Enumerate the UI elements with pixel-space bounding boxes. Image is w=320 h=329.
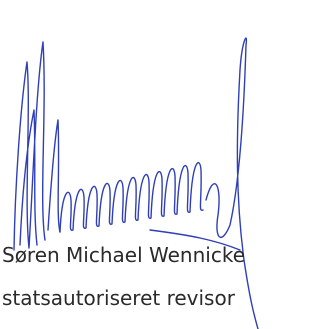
page: Søren Michael Wennicke statsautoriseret … [0,0,306,329]
signer-title: statsautoriseret revisor [2,286,236,310]
signature-left-strokes [14,42,60,250]
signature-block: Søren Michael Wennicke statsautoriseret … [0,0,306,329]
signature-loops [60,163,203,232]
signer-name: Søren Michael Wennicke [2,243,245,267]
